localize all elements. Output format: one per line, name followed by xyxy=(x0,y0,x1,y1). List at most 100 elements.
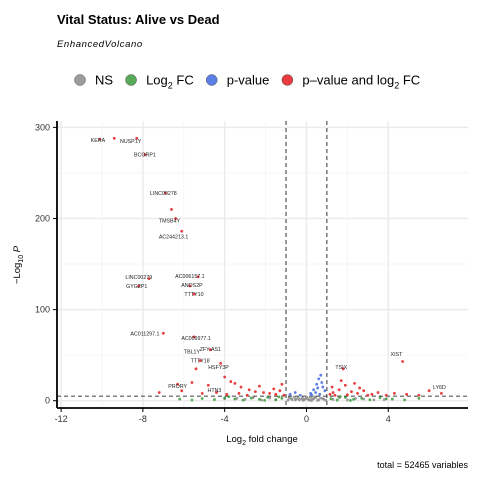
data-point xyxy=(176,382,180,386)
data-point xyxy=(390,397,394,401)
y-tick-label: 100 xyxy=(35,305,50,315)
data-point xyxy=(112,136,116,140)
data-point xyxy=(335,398,339,402)
data-point xyxy=(188,284,192,288)
data-point xyxy=(322,397,326,401)
y-tick-label: 0 xyxy=(45,396,50,406)
data-point xyxy=(352,398,355,401)
legend-label: Log2 FC xyxy=(146,73,194,91)
data-point xyxy=(349,399,352,402)
data-point xyxy=(215,391,218,394)
data-point xyxy=(330,385,334,389)
legend-item-1: Log2 FC xyxy=(125,73,194,91)
cutoff-lines xyxy=(57,121,468,408)
gene-label: TTTY10 xyxy=(184,292,203,298)
data-point xyxy=(384,397,388,401)
data-point xyxy=(293,398,297,402)
gene-label: AC011297.1 xyxy=(130,331,159,337)
legend-marker xyxy=(125,74,137,86)
data-point xyxy=(440,392,443,395)
x-tick-label: -8 xyxy=(139,414,147,424)
data-point xyxy=(319,373,323,377)
data-point xyxy=(293,391,297,394)
chart-subtitle: EnhancedVolcano xyxy=(57,39,143,50)
data-point xyxy=(249,396,253,400)
gene-label: HTN3 xyxy=(208,388,222,394)
data-point xyxy=(329,397,333,401)
y-axis-label: −Log10 P xyxy=(12,245,25,284)
data-point xyxy=(358,386,362,390)
data-point xyxy=(417,393,421,397)
data-point xyxy=(258,397,261,401)
gene-label: TMSB4Y xyxy=(159,218,181,224)
data-point xyxy=(147,277,151,281)
data-point xyxy=(338,395,342,399)
plot-background xyxy=(57,121,468,408)
caption: total = 52465 variables xyxy=(377,460,468,470)
gene-label: AC009977.1 xyxy=(181,336,211,342)
gene-label: TTTY18 xyxy=(191,359,210,365)
data-point xyxy=(161,331,165,335)
gene-label: TSIX xyxy=(335,365,347,371)
data-point xyxy=(180,229,184,233)
legend-marker xyxy=(281,74,294,86)
data-point xyxy=(289,397,293,400)
data-point xyxy=(227,395,231,399)
data-point xyxy=(343,396,347,399)
data-point xyxy=(200,392,204,395)
legend-label: p–value and log2 FC xyxy=(302,73,420,91)
data-point xyxy=(378,396,382,400)
data-point xyxy=(174,217,177,220)
data-point xyxy=(321,385,325,389)
data-point xyxy=(417,396,421,400)
gene-label: ZFY-AS1 xyxy=(200,347,221,353)
data-point xyxy=(280,382,284,386)
series-3 xyxy=(98,136,443,397)
data-point xyxy=(198,359,202,363)
data-point xyxy=(229,380,233,383)
data-point xyxy=(194,367,198,371)
data-point xyxy=(213,398,216,402)
data-point xyxy=(282,393,286,397)
x-tick-label: 0 xyxy=(304,414,309,424)
gene-label: LINC00278 xyxy=(150,191,177,197)
data-point xyxy=(278,389,282,393)
data-point xyxy=(317,377,321,381)
chart-title: Vital Status: Alive vs Dead xyxy=(57,12,220,27)
data-point xyxy=(196,275,200,279)
data-point xyxy=(403,398,407,402)
data-point xyxy=(318,392,322,396)
gene-label: HSFY3P xyxy=(208,365,229,371)
gene-label: LY6D xyxy=(433,385,446,391)
x-tick-label: -4 xyxy=(221,414,229,424)
gene-label: XIST xyxy=(391,352,404,358)
data-point xyxy=(219,361,222,365)
data-point xyxy=(225,392,229,396)
data-point xyxy=(366,393,370,397)
axis-ticks: -12 -8 -4 0 4 0 100 200 300 xyxy=(35,122,391,424)
data-point xyxy=(356,392,359,395)
data-point xyxy=(368,398,372,402)
gene-label: NUSP1Y xyxy=(120,139,142,145)
data-point xyxy=(247,388,251,392)
data-point xyxy=(223,396,227,400)
data-point xyxy=(310,393,313,397)
data-point xyxy=(268,392,272,395)
gene-label: AC006157.1 xyxy=(175,274,205,280)
gene-label: GYG2P1 xyxy=(126,284,147,290)
data-point xyxy=(286,398,290,402)
data-point xyxy=(301,399,305,402)
data-point xyxy=(314,391,318,394)
data-point xyxy=(180,389,184,393)
x-tick-label: 4 xyxy=(386,414,391,424)
data-point xyxy=(401,360,404,363)
data-point xyxy=(274,398,278,402)
data-point xyxy=(263,398,266,402)
legend-item-0: NS xyxy=(74,73,113,88)
data-point xyxy=(370,392,374,396)
legend-marker xyxy=(74,74,86,86)
data-point xyxy=(353,382,356,385)
data-point xyxy=(266,395,270,399)
x-axis-label: Log2 fold change xyxy=(226,434,298,447)
